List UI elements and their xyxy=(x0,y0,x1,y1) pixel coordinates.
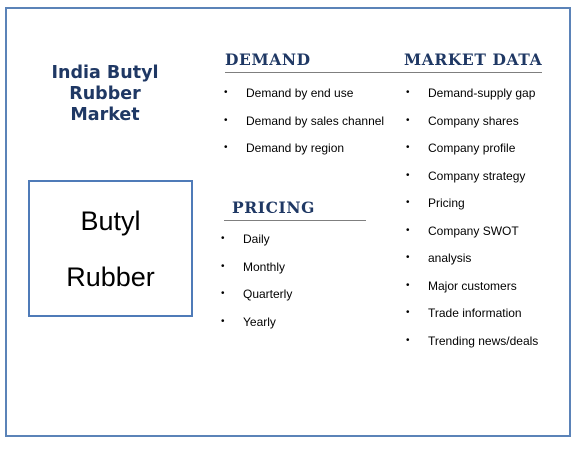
pricing-item: Quarterly xyxy=(221,287,292,315)
demand-rule xyxy=(225,72,410,73)
product-line-1: Butyl xyxy=(80,205,141,236)
demand-item: Demand by region xyxy=(224,141,384,169)
market-data-item: Company SWOT xyxy=(406,224,538,252)
product-box: Butyl Rubber xyxy=(28,180,193,317)
pricing-item: Daily xyxy=(221,232,292,260)
demand-list: Demand by end use Demand by sales channe… xyxy=(224,86,384,169)
pricing-rule xyxy=(224,220,366,221)
market-data-item: Company strategy xyxy=(406,169,538,197)
market-data-item: Pricing xyxy=(406,196,538,224)
pricing-item: Monthly xyxy=(221,260,292,288)
market-data-item-continued: analysis xyxy=(406,251,538,279)
title-line-1: India Butyl xyxy=(51,63,159,83)
pricing-list: Daily Monthly Quarterly Yearly xyxy=(221,232,292,342)
title-line-3: Market xyxy=(70,105,140,125)
pricing-item: Yearly xyxy=(221,315,292,343)
product-line-2: Rubber xyxy=(66,261,155,292)
market-data-heading: MARKET DATA xyxy=(404,50,543,69)
title-line-2: Rubber xyxy=(69,84,141,104)
market-data-rule xyxy=(404,72,542,73)
demand-item: Demand by end use xyxy=(224,86,384,114)
market-data-list: Demand-supply gap Company shares Company… xyxy=(406,86,538,361)
demand-heading: DEMAND xyxy=(225,50,311,69)
market-data-item: Company profile xyxy=(406,141,538,169)
market-data-item: Company shares xyxy=(406,114,538,142)
market-data-item: Trending news/deals xyxy=(406,334,538,362)
market-data-item: Major customers xyxy=(406,279,538,307)
pricing-heading: PRICING xyxy=(232,198,315,217)
market-data-item: Trade information xyxy=(406,306,538,334)
market-data-item: Demand-supply gap xyxy=(406,86,538,114)
report-title: India Butyl Rubber Market xyxy=(30,63,180,126)
outer-frame xyxy=(5,7,571,437)
demand-item: Demand by sales channel xyxy=(224,114,384,142)
